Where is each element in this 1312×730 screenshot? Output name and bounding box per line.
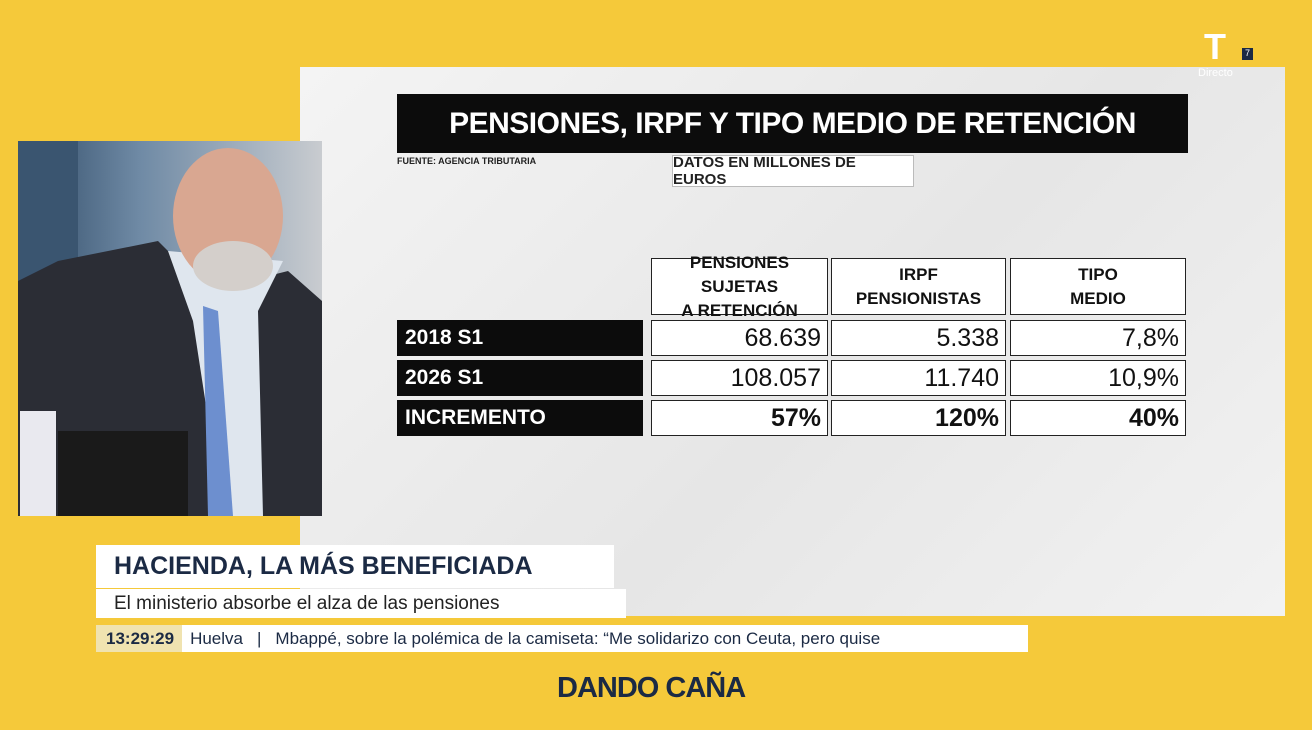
show-logo: DANDO CAÑA: [557, 672, 746, 704]
live-label: Directo: [1198, 67, 1233, 79]
table-cell: 68.639: [651, 320, 828, 356]
table-cell: 5.338: [831, 320, 1006, 356]
column-header: TIPO MEDIO: [1010, 258, 1186, 315]
header-line: PENSIONISTAS: [855, 288, 982, 308]
table-cell: 7,8%: [1010, 320, 1186, 356]
table-cell: 108.057: [651, 360, 828, 396]
header-line: IRPF: [899, 264, 938, 284]
logo-number: 7: [1242, 48, 1253, 60]
row-label: 2026 S1: [397, 360, 643, 396]
presenter-image: [18, 141, 322, 516]
header-line: TIPO: [1078, 264, 1118, 284]
table-cell: 120%: [831, 400, 1006, 436]
column-header: IRPF PENSIONISTAS: [831, 258, 1006, 315]
news-ticker: 13:29:29 Huelva | Mbappé, sobre la polém…: [96, 625, 1028, 652]
headline: HACIENDA, LA MÁS BENEFICIADA: [96, 545, 614, 588]
ticker-location: Huelva: [190, 628, 243, 648]
row-label: 2018 S1: [397, 320, 643, 356]
table-cell: 11.740: [831, 360, 1006, 396]
table-cell: 57%: [651, 400, 828, 436]
row-label: INCREMENTO: [397, 400, 643, 436]
channel-logo: T 7 Directo: [1196, 26, 1256, 82]
graphic-title: PENSIONES, IRPF Y TIPO MEDIO DE RETENCIÓ…: [397, 94, 1188, 153]
table-cell: 40%: [1010, 400, 1186, 436]
source-note: FUENTE: AGENCIA TRIBUTARIA: [397, 156, 537, 166]
column-header: PENSIONES SUJETAS A RETENCIÓN: [651, 253, 828, 320]
ticker-text: Mbappé, sobre la polémica de la camiseta…: [275, 628, 881, 648]
header-line: A RETENCIÓN: [681, 300, 798, 320]
unit-note: DATOS EN MILLONES DE EUROS: [672, 154, 914, 188]
header-line: PENSIONES SUJETAS: [689, 252, 790, 296]
logo-letter: T: [1204, 26, 1226, 67]
subheadline: El ministerio absorbe el alza de las pen…: [96, 589, 626, 618]
table-cell: 10,9%: [1010, 360, 1186, 396]
ticker-time: 13:29:29: [96, 625, 183, 652]
ticker-separator: |: [256, 628, 262, 648]
video-inset: [18, 141, 322, 516]
header-line: MEDIO: [1070, 288, 1126, 308]
